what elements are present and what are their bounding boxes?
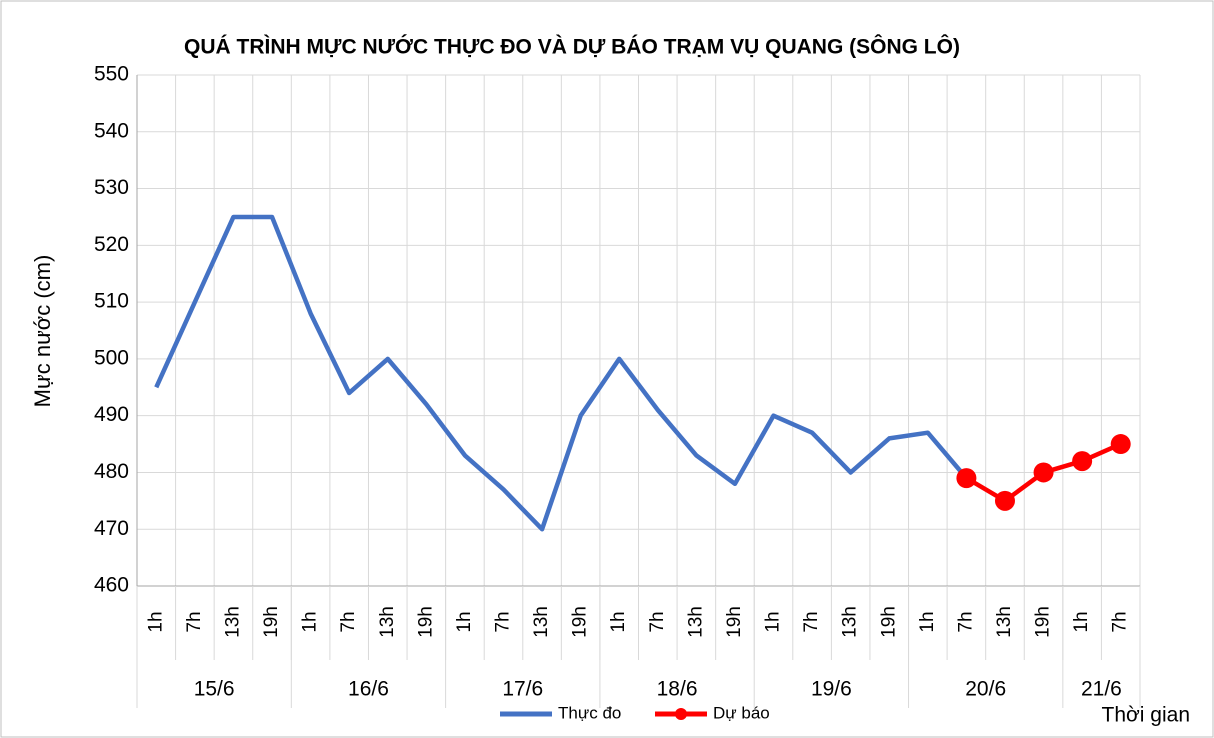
x-axis-label: Thời gian [1102, 704, 1190, 727]
x-tick-label: 7h [647, 611, 668, 632]
series-marker [994, 490, 1015, 511]
x-tick-label: 1h [1071, 611, 1092, 632]
group-label: 17/6 [502, 678, 543, 701]
y-tick-label: 550 [94, 63, 129, 86]
y-tick-label: 500 [94, 346, 129, 369]
x-tick-label: 19h [878, 606, 899, 638]
x-tick-label: 13h [531, 606, 552, 638]
y-tick-label: 490 [94, 403, 129, 426]
y-tick-label: 460 [94, 574, 129, 597]
x-tick-label: 13h [685, 606, 706, 638]
x-tick-label: 13h [840, 606, 861, 638]
x-tick-label: 19h [724, 606, 745, 638]
series-marker [1110, 434, 1131, 455]
legend-marker [675, 708, 687, 720]
x-tick-label: 1h [300, 611, 321, 632]
group-label: 18/6 [657, 678, 698, 701]
x-tick-label: 19h [261, 606, 282, 638]
series-marker [1072, 451, 1093, 472]
x-tick-label: 1h [608, 611, 629, 632]
chart-title: QUÁ TRÌNH MỰC NƯỚC THỰC ĐO VÀ DỰ BÁO TRẠ… [184, 35, 960, 59]
x-tick-label: 7h [1110, 611, 1131, 632]
group-label: 20/6 [965, 678, 1006, 701]
y-tick-label: 510 [94, 290, 129, 313]
y-tick-label: 540 [94, 119, 129, 142]
group-label: 15/6 [194, 678, 235, 701]
x-tick-label: 7h [801, 611, 822, 632]
x-tick-label: 7h [338, 611, 359, 632]
y-tick-label: 480 [94, 460, 129, 483]
x-tick-label: 7h [492, 611, 513, 632]
x-tick-label: 13h [377, 606, 398, 638]
y-tick-label: 470 [94, 517, 129, 540]
legend-label: Thực đo [558, 703, 621, 722]
x-tick-label: 19h [570, 606, 591, 638]
x-tick-label: 1h [763, 611, 784, 632]
group-label: 19/6 [811, 678, 852, 701]
x-tick-label: 7h [184, 611, 205, 632]
x-tick-label: 1h [917, 611, 938, 632]
series-marker [956, 468, 977, 489]
x-tick-label: 13h [994, 606, 1015, 638]
y-tick-label: 520 [94, 233, 129, 256]
y-axis-label: Mực nước (cm) [30, 255, 55, 408]
legend-label: Dự báo [713, 703, 770, 722]
x-tick-label: 7h [955, 611, 976, 632]
group-label: 21/6 [1081, 678, 1122, 701]
y-tick-label: 530 [94, 176, 129, 199]
x-tick-label: 13h [222, 606, 243, 638]
series-line [154, 214, 969, 532]
x-tick-label: 1h [145, 611, 166, 632]
group-label: 16/6 [348, 678, 389, 701]
series-marker [1033, 462, 1054, 483]
x-tick-label: 1h [454, 611, 475, 632]
x-tick-label: 19h [1033, 606, 1054, 638]
x-tick-label: 19h [415, 606, 436, 638]
